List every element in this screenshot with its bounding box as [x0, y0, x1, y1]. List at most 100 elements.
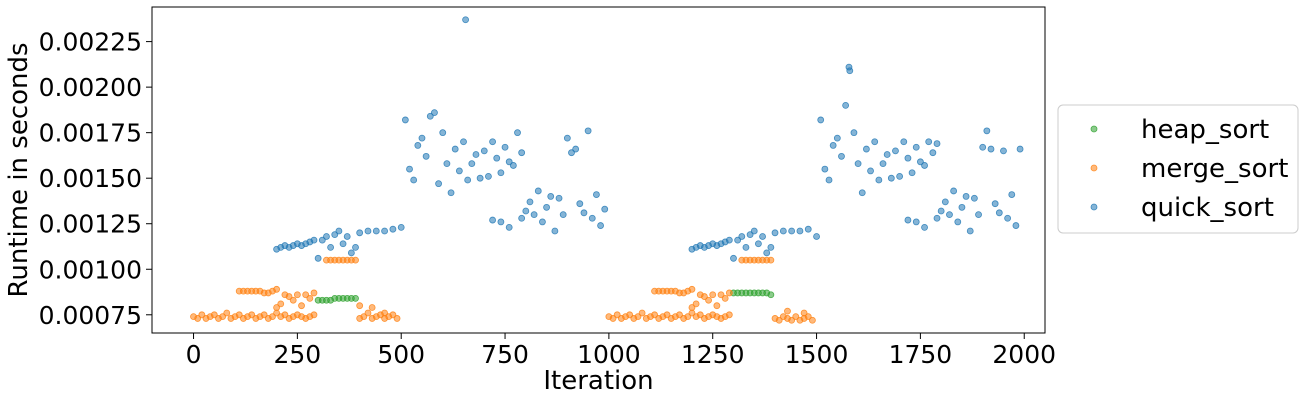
data-point	[742, 243, 750, 251]
data-point	[543, 203, 550, 211]
data-point	[904, 154, 912, 162]
data-point	[730, 254, 737, 262]
data-point	[705, 296, 712, 304]
data-point	[547, 193, 555, 200]
data-point	[1016, 145, 1024, 153]
data-point	[946, 211, 953, 219]
data-point	[609, 315, 617, 322]
data-point	[601, 205, 609, 213]
data-point	[900, 138, 908, 146]
data-point	[688, 285, 696, 293]
data-point	[970, 194, 978, 202]
data-point	[277, 300, 285, 308]
data-point	[352, 243, 359, 251]
data-point	[813, 233, 820, 240]
data-point	[497, 218, 505, 226]
data-point	[509, 162, 517, 169]
data-point	[921, 223, 928, 231]
y-tick-label: 0.00075	[39, 301, 142, 330]
data-point	[788, 316, 796, 324]
data-point	[489, 138, 496, 146]
data-point	[979, 143, 987, 151]
data-point	[397, 223, 405, 231]
data-point	[763, 249, 771, 257]
data-point	[497, 169, 505, 177]
data-point	[991, 200, 999, 208]
data-point	[389, 225, 397, 233]
data-point	[846, 67, 854, 75]
data-point	[850, 129, 858, 137]
data-point	[725, 289, 733, 297]
data-point	[485, 172, 492, 180]
data-point	[701, 293, 708, 300]
data-point	[522, 207, 530, 215]
data-point	[759, 233, 766, 240]
data-point	[825, 176, 833, 184]
data-point	[219, 313, 227, 321]
series-layer	[190, 16, 1024, 324]
data-point	[887, 174, 895, 182]
data-point	[854, 160, 862, 168]
data-point	[493, 154, 501, 162]
data-point	[767, 291, 775, 299]
legend-marker	[1090, 125, 1098, 133]
data-point	[431, 109, 438, 117]
data-point	[983, 127, 991, 135]
data-point	[917, 158, 924, 166]
data-point	[584, 127, 592, 135]
data-point	[534, 187, 542, 195]
data-point	[368, 304, 376, 311]
data-point	[663, 311, 671, 319]
data-point	[696, 311, 704, 319]
x-axis-title: Iteration	[543, 366, 653, 396]
y-tick-label: 0.00125	[39, 210, 142, 239]
data-point	[796, 227, 804, 235]
data-point	[784, 307, 791, 315]
legend-marker	[1090, 164, 1098, 172]
data-point	[285, 293, 293, 300]
data-point	[580, 209, 588, 217]
data-point	[435, 180, 442, 188]
data-point	[298, 302, 305, 310]
data-point	[958, 203, 966, 211]
data-point	[352, 256, 359, 264]
legend-label: merge_sort	[1141, 154, 1288, 184]
data-point	[771, 229, 779, 237]
data-point	[576, 200, 584, 208]
x-tick-label: 750	[481, 340, 529, 369]
data-point	[194, 315, 202, 322]
data-point	[273, 304, 281, 311]
data-point	[356, 229, 364, 237]
data-point	[248, 311, 256, 319]
data-point	[210, 311, 218, 319]
series-merge_sort	[190, 256, 816, 324]
data-point	[410, 176, 418, 184]
data-point	[904, 216, 912, 224]
data-point	[626, 311, 634, 319]
data-point	[356, 302, 364, 310]
data-point	[767, 243, 775, 251]
data-point	[372, 227, 380, 235]
data-point	[755, 240, 762, 248]
data-point	[563, 134, 571, 142]
data-point	[518, 149, 526, 157]
legend-label: quick_sort	[1141, 193, 1274, 223]
data-point	[418, 134, 426, 142]
data-point	[842, 101, 850, 109]
data-point	[289, 296, 297, 304]
data-point	[941, 198, 949, 206]
data-point	[867, 167, 874, 175]
y-tick-label: 0.00100	[39, 255, 142, 284]
data-point	[613, 311, 621, 319]
data-point	[779, 227, 787, 235]
data-point	[838, 152, 845, 160]
data-point	[721, 294, 729, 302]
data-point	[310, 289, 318, 297]
data-point	[462, 16, 469, 24]
data-point	[638, 309, 646, 317]
data-point	[518, 214, 526, 222]
legend-box	[1057, 104, 1299, 234]
data-point	[281, 311, 289, 319]
data-point	[314, 254, 322, 262]
